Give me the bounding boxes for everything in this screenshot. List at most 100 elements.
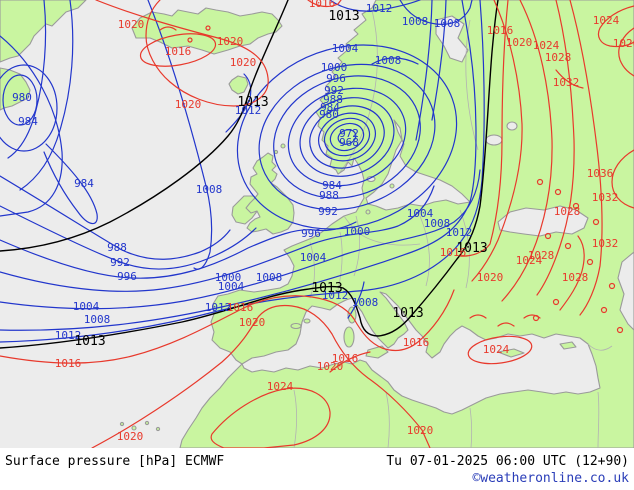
isobars-atlantic [0, 0, 485, 343]
pressure-label: 984 [18, 115, 38, 128]
pressure-label: 1024 [593, 14, 620, 27]
caspian-sea-edge [617, 251, 634, 331]
pressure-label: 1012 [235, 104, 262, 117]
pressure-label: 1004 [407, 207, 434, 220]
footer-valid-time: Tu 07-01-2025 06:00 UTC (12+90) [386, 454, 629, 469]
pressure-label: 1016 [55, 357, 82, 370]
pressure-label: 1016 [487, 24, 514, 37]
pressure-label: 984 [320, 101, 340, 114]
pressure-label: 1020 [175, 98, 202, 111]
land-sardinia [343, 326, 355, 348]
pressure-label: 1008 [196, 183, 223, 196]
pressure-label: 1004 [332, 42, 359, 55]
pressure-label: 1008 [424, 217, 451, 230]
land-orkney [273, 149, 279, 155]
pressure-label: 1020 [407, 424, 434, 437]
pressure-label: 992 [318, 205, 338, 218]
isobar-layer [0, 0, 634, 448]
pressure-label: 1013 [311, 281, 342, 296]
land-canary-2 [131, 425, 137, 431]
lake-ladoga [485, 134, 503, 146]
pressure-label: 1012 [55, 329, 82, 342]
map-area: 980 984 984 1008 988 992 996 1000 1004 1008 1004 10… [0, 0, 634, 448]
pressure-label: 1024 [516, 254, 543, 267]
pressure-label: 996 [326, 72, 346, 85]
pressure-label: 1020 [239, 316, 266, 329]
isobars-reference-1013 [0, 0, 499, 349]
pressure-label: 1020 [613, 37, 634, 50]
pressure-label: 988 [107, 241, 127, 254]
land-crete [497, 348, 525, 358]
footer-product-label: Surface pressure [hPa] ECMWF [5, 454, 225, 469]
pressure-label: 1020 [118, 18, 145, 31]
pressure-label: 1016 [165, 45, 192, 58]
footer-bar: Surface pressure [hPa] ECMWF Tu 07-01-20… [0, 448, 634, 490]
pressure-label: 1020 [217, 35, 244, 48]
land-cyprus [559, 341, 577, 350]
pressure-label: 1008 [84, 313, 111, 326]
pressure-label: 1024 [267, 380, 294, 393]
pressure-label: 1028 [562, 271, 589, 284]
pressure-label: 1020 [117, 430, 144, 443]
pressure-label: 1008 [256, 271, 283, 284]
pressure-label: 992 [324, 84, 344, 97]
pressure-label: 1008 [434, 17, 461, 30]
pressure-label: 1000 [215, 271, 242, 284]
land-greenland [0, 0, 87, 63]
pressure-label: 1013 [392, 306, 423, 321]
pressure-label: 1016 [227, 301, 254, 314]
pressure-label: 1024 [483, 343, 510, 356]
footer-line1: Surface pressure [hPa] ECMWF Tu 07-01-20… [0, 454, 634, 469]
pressure-label: 1013 [237, 95, 268, 110]
land-faroe-islands [228, 75, 249, 95]
pressure-label: 1032 [553, 76, 580, 89]
pressure-label: 1013 [328, 9, 359, 24]
pressure-label: 1012 [446, 226, 473, 239]
pressure-label: 988 [323, 93, 343, 106]
land-gotland [389, 183, 395, 189]
pressure-label: 1008 [352, 296, 379, 309]
pressure-label: 1036 [587, 167, 614, 180]
pressure-label: 984 [74, 177, 94, 190]
pressure-label: 984 [322, 179, 342, 192]
pressure-label: 1012 [322, 289, 349, 302]
land-canary-3 [144, 420, 150, 426]
pressure-label: 1016 [332, 352, 359, 365]
pressure-label: 1024 [533, 39, 560, 52]
land-shetland [280, 143, 286, 149]
pressure-label: 980 [12, 91, 32, 104]
pressure-label: 992 [110, 256, 130, 269]
footer-copyright: ©weatheronline.co.uk [472, 471, 629, 486]
pressure-label: 1032 [592, 191, 619, 204]
land-greenland-tip [0, 67, 31, 111]
land-layer [0, 0, 634, 448]
pressure-label: 1004 [300, 251, 327, 264]
pressure-label: 1000 [321, 61, 348, 74]
pressure-label: 1012 [366, 2, 393, 15]
pressure-label: 1020 [477, 271, 504, 284]
pressure-label: 1028 [528, 249, 555, 262]
land-great-britain [245, 152, 295, 235]
pressure-label: 968 [339, 136, 359, 149]
isobars-high [0, 0, 634, 448]
pressure-label: 1013 [456, 241, 487, 256]
lake-onega [506, 121, 518, 131]
pressure-label: 1008 [375, 54, 402, 67]
pressure-label: 1020 [230, 56, 257, 69]
pressure-label: 996 [117, 270, 137, 283]
pressure-label: 980 [319, 108, 339, 121]
land-danish-isles [365, 209, 371, 215]
land-mallorca [290, 322, 302, 330]
pressure-label: 972 [339, 127, 359, 140]
pressure-label: 988 [319, 189, 339, 202]
pressure-label: 1004 [218, 280, 245, 293]
land-canary-4 [155, 426, 161, 432]
pressure-label: 1020 [506, 36, 533, 49]
pressure-label: 1028 [545, 51, 572, 64]
land-canary-1 [119, 421, 125, 427]
pressure-label: 1004 [73, 300, 100, 313]
isobars-greenland-low [0, 0, 98, 225]
